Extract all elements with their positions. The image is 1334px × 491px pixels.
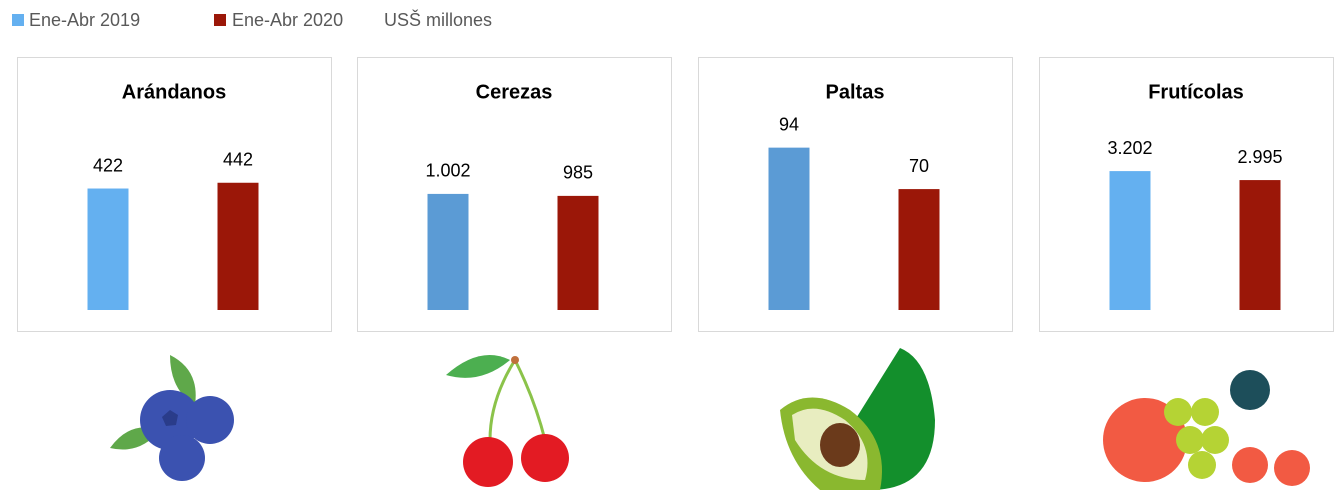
bar	[769, 148, 810, 310]
bar	[428, 194, 469, 310]
cherry-icon	[446, 355, 569, 487]
charts: Arándanos 422 442 Cerezas 1.002 985 Paltas 94 70…	[18, 58, 1334, 332]
chart-title: Cerezas	[476, 81, 553, 103]
avocado-icon	[780, 348, 935, 490]
legend-label: Ene-Abr 2020	[232, 10, 343, 30]
legend-swatch	[12, 14, 24, 26]
value-label: 94	[779, 114, 799, 134]
value-label: 2.995	[1237, 147, 1282, 167]
legend-swatch	[214, 14, 226, 26]
blueberry-icon	[110, 355, 234, 481]
bar	[1240, 180, 1281, 310]
chart-title: Arándanos	[122, 81, 226, 103]
bar	[558, 196, 599, 310]
value-label: 70	[909, 156, 929, 176]
chart-title: Paltas	[826, 81, 885, 103]
bar	[1110, 171, 1151, 310]
bar	[88, 189, 129, 310]
bar	[899, 189, 940, 310]
chart-title: Frutícolas	[1148, 81, 1244, 103]
bar	[218, 183, 259, 310]
value-label: 1.002	[425, 161, 470, 181]
value-label: 3.202	[1107, 138, 1152, 158]
fruit-icon	[1103, 370, 1310, 486]
value-label: 442	[223, 150, 253, 170]
value-label: 422	[93, 155, 123, 175]
unit-label: USŠ millones	[384, 9, 492, 30]
legend-label: Ene-Abr 2019	[29, 10, 140, 30]
value-label: 985	[563, 163, 593, 183]
page: Ene-Abr 2019 Ene-Abr 2020 USŠ millones A…	[0, 0, 1334, 491]
